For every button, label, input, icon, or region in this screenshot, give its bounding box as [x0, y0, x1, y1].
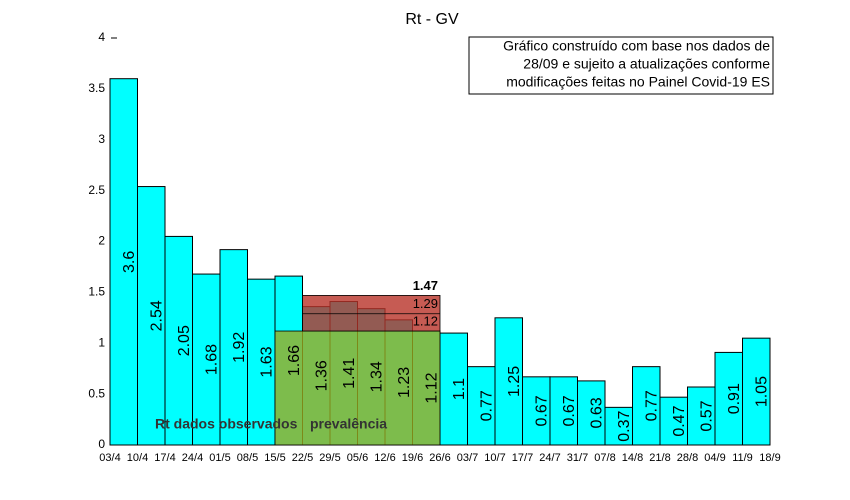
bar	[494, 317, 523, 446]
band-name: prevalência	[310, 416, 387, 432]
value-label: 0.77	[478, 390, 495, 421]
bar	[522, 376, 551, 446]
value-label: 1.23	[396, 367, 413, 398]
value-label: 0.67	[533, 395, 550, 426]
x-tick-label: 01/5	[209, 452, 230, 464]
y-tick-label: 2	[98, 234, 105, 248]
x-tick-label: 10/4	[127, 452, 148, 464]
note-line: Gráfico construído com base nos dados de	[503, 38, 770, 54]
value-label: 0.37	[616, 411, 633, 442]
y-tick-label: 3.5	[88, 81, 105, 95]
x-tick-label: 17/4	[154, 452, 175, 464]
x-tick-label: 07/8	[594, 452, 615, 464]
y-tick-label: 2.5	[88, 183, 105, 197]
value-label: 2.05	[176, 325, 193, 356]
value-label: 1.92	[231, 332, 248, 363]
value-label: 1.05	[753, 376, 770, 407]
value-label: 1.63	[258, 346, 275, 377]
x-tick-label: 04/9	[704, 452, 725, 464]
value-label: 0.63	[588, 397, 605, 428]
value-label: 1.66	[286, 345, 303, 376]
value-label: 0.47	[671, 405, 688, 436]
value-label: 1.1	[451, 378, 468, 400]
x-tick-label: 08/5	[237, 452, 258, 464]
y-tick-label: 4	[98, 30, 105, 44]
x-tick-label: 29/5	[319, 452, 340, 464]
bar	[467, 366, 496, 446]
value-label: 1.34	[368, 361, 385, 392]
x-tick-label: 15/5	[264, 452, 285, 464]
y-tick-label: 0	[98, 437, 105, 451]
band-label: 1.47	[413, 278, 438, 293]
x-tick-label: 19/6	[402, 452, 423, 464]
bar	[577, 380, 606, 446]
value-label: 1.25	[506, 366, 523, 397]
legend-label: Rt dados observados	[155, 416, 298, 432]
x-tick-label: 31/7	[567, 452, 588, 464]
bar	[549, 376, 578, 446]
value-label: 0.67	[561, 395, 578, 426]
x-tick-label: 21/8	[649, 452, 670, 464]
x-tick-label: 22/5	[292, 452, 313, 464]
band-label: 1.12	[413, 313, 438, 328]
x-tick-label: 17/7	[512, 452, 533, 464]
x-tick-label: 05/6	[347, 452, 368, 464]
x-tick-label: 10/7	[484, 452, 505, 464]
x-tick-label: 24/4	[182, 452, 203, 464]
value-label: 1.36	[313, 360, 330, 391]
band	[274, 330, 441, 446]
y-tick-label: 3	[98, 132, 105, 146]
band	[302, 295, 441, 332]
bar	[659, 396, 688, 446]
value-label: 1.68	[203, 344, 220, 375]
bar	[714, 351, 743, 446]
bar	[247, 278, 276, 446]
bar	[137, 186, 166, 446]
x-tick-label: 03/7	[457, 452, 478, 464]
note-line: modificações feitas no Painel Covid-19 E…	[506, 74, 770, 90]
value-label: 2.54	[148, 300, 165, 331]
value-label: 0.57	[698, 400, 715, 431]
value-label: 0.91	[726, 383, 743, 414]
value-label: 1.41	[341, 358, 358, 389]
bar	[192, 273, 221, 446]
bar	[687, 386, 716, 446]
value-label: 0.77	[643, 390, 660, 421]
value-label: 1.12	[423, 372, 440, 403]
band-label: 1.29	[413, 296, 438, 311]
bar	[219, 249, 248, 446]
y-tick-label: 0.5	[88, 386, 105, 400]
value-label: 3.6	[121, 251, 138, 273]
bar	[742, 337, 771, 446]
chart-title: Rt - GV	[405, 11, 459, 28]
note-box	[468, 36, 774, 95]
x-tick-label: 24/7	[539, 452, 560, 464]
x-tick-label: 12/6	[374, 452, 395, 464]
x-tick-label: 11/9	[732, 452, 753, 464]
bar	[632, 366, 661, 446]
x-tick-label: 03/4	[99, 452, 120, 464]
bar	[109, 78, 138, 446]
y-tick-label: 1	[98, 335, 105, 349]
x-tick-label: 28/8	[677, 452, 698, 464]
y-tick-label: 1.5	[88, 285, 105, 299]
bar	[164, 235, 193, 446]
x-tick-label: 18/9	[759, 452, 780, 464]
note-line: 28/09 e sujeito a atualizações conforme	[523, 56, 770, 72]
x-tick-label: 14/8	[622, 452, 643, 464]
x-tick-label: 26/6	[429, 452, 450, 464]
